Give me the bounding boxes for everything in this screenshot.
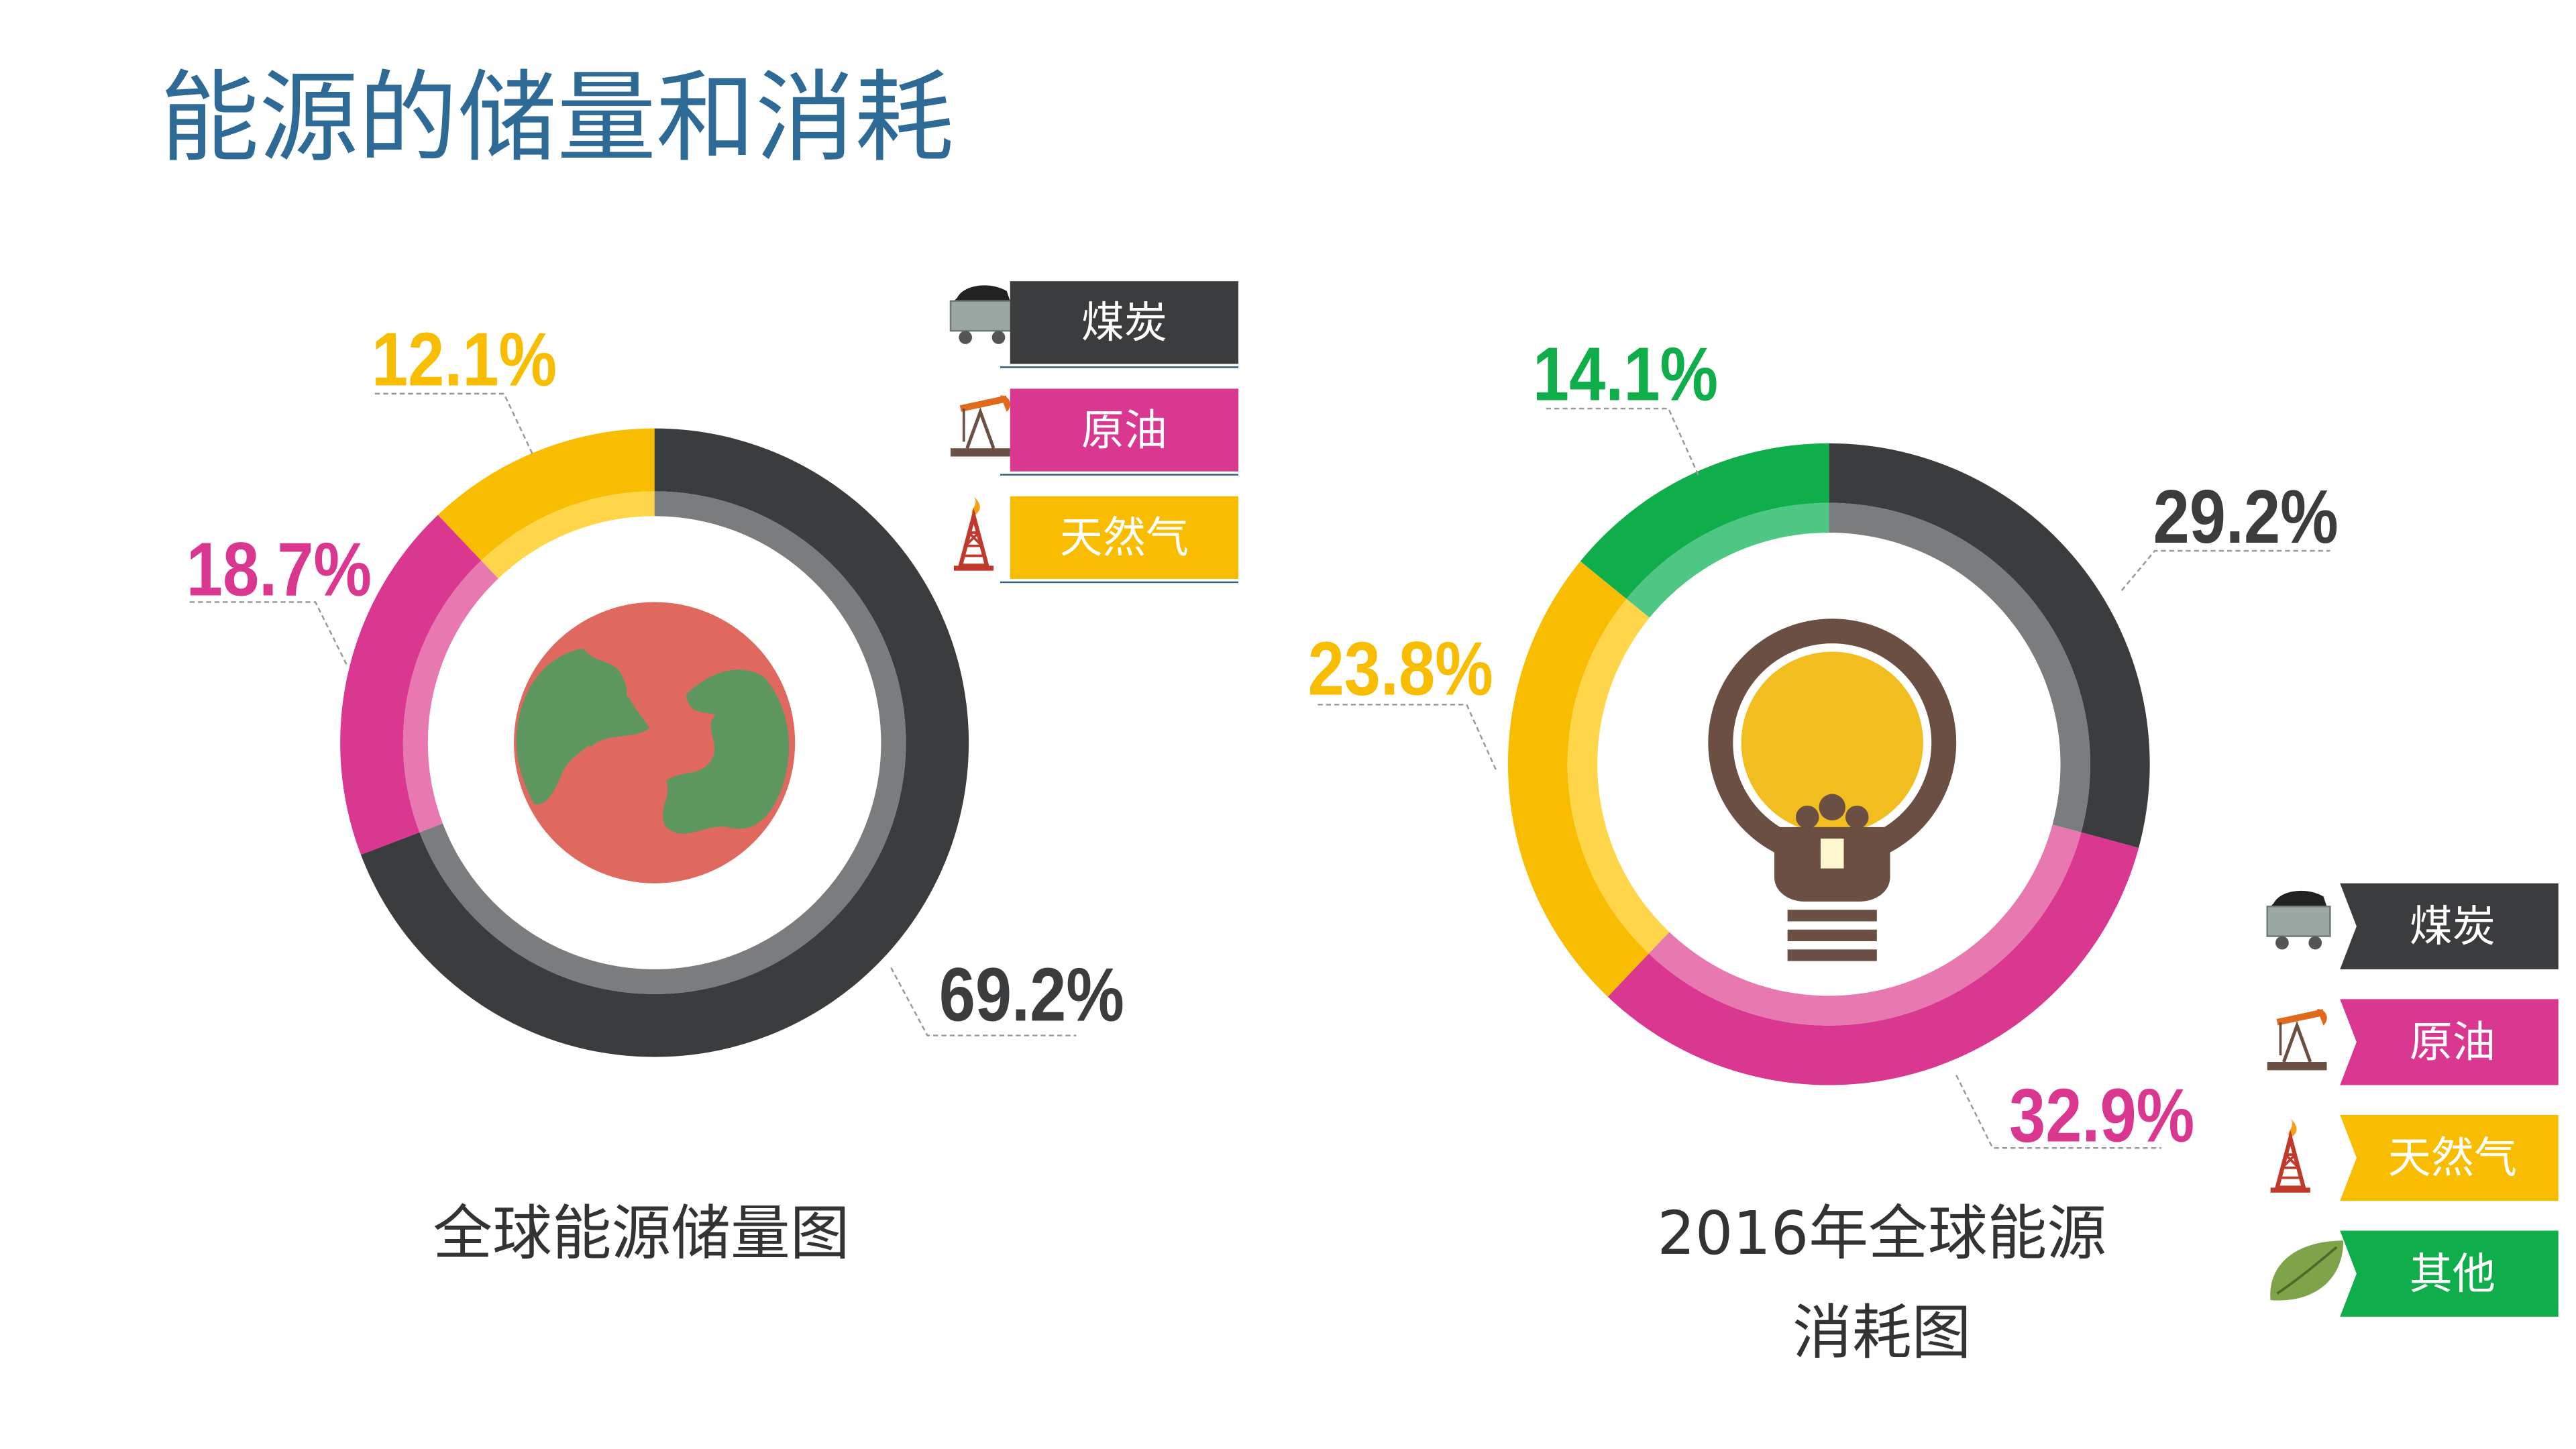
legend-item-box [1010,496,1239,580]
legend-item-label: 煤炭 [1081,299,1167,348]
value-label-gas-leader [1318,704,1497,771]
value-label-other: 14.1% [1533,332,1718,417]
donut-slice-其他 [1580,443,1829,599]
oil-pump-icon [950,395,1010,457]
donut-slice-天然气 [437,428,655,561]
legend-item-label: 天然气 [1060,514,1189,564]
value-label-oil-leader [1955,1075,2161,1149]
legend-item-label: 原油 [1081,406,1167,455]
donut-slice-inner-天然气 [1567,598,1670,954]
value-label-gas-leader [374,392,535,458]
value-label-coal-leader [890,967,1077,1036]
value-label-other-leader [1546,407,1699,476]
legend-item-box [1010,388,1239,472]
legend-item-box [2340,1230,2559,1317]
donut-slice-煤炭 [1829,443,2150,848]
donut-slice-天然气 [1507,561,1649,997]
donut-slice-inner-天然气 [481,491,655,579]
legend-item-box [2340,999,2559,1085]
legend-item-label: 原油 [2410,1018,2496,1068]
value-label-coal: 29.2% [2153,474,2339,559]
value-label-gas: 12.1% [372,317,557,402]
legend-item-label: 其他 [2410,1250,2496,1299]
value-label-coal: 69.2% [939,952,1124,1037]
chart-title: 全球能源储量图 [433,1199,849,1268]
mine-cart-icon [949,285,1014,344]
donut-slice-inner-煤炭 [1829,502,2090,833]
globe-icon [514,602,796,883]
legend-item-box [2340,883,2559,969]
value-label-oil: 18.7% [186,527,372,612]
donut-slice-inner-其他 [1626,502,1829,618]
value-label-coal-leader [2121,549,2330,592]
leaf-icon [2270,1240,2344,1301]
donut-slice-原油 [1607,832,2139,1085]
page-title: 能源的储量和消耗 [160,60,954,176]
chart-title-line-2: 消耗图 [1792,1298,1971,1367]
light-bulb-icon [1708,619,1957,961]
gas-derrick-icon [953,496,994,571]
legend-item-label: 煤炭 [2410,902,2496,952]
gas-derrick-icon [2270,1118,2310,1193]
value-label-oil-leader [189,601,348,665]
legend-item-box [1010,281,1239,364]
consumption-donut-chart: 14.1% 29.2% 23.8% 32.9% 2016年全球能源 消耗图 [1308,332,2339,1367]
chart-title-line-1: 2016年全球能源 [1657,1199,2106,1268]
legend-item-label: 天然气 [2388,1134,2517,1183]
donut-slice-原油 [340,515,482,855]
value-label-gas: 23.8% [1308,627,1493,712]
mine-cart-icon [2266,890,2331,950]
value-label-oil: 32.9% [2009,1073,2194,1158]
donut-slice-inner-原油 [402,560,498,833]
reserves-donut-chart: 12.1% 18.7% 69.2% 全球能源储量图 [186,317,1124,1269]
donut-slice-inner-原油 [1648,824,2082,1026]
legend-item-box [2340,1114,2559,1201]
oil-pump-icon [2267,1009,2327,1071]
